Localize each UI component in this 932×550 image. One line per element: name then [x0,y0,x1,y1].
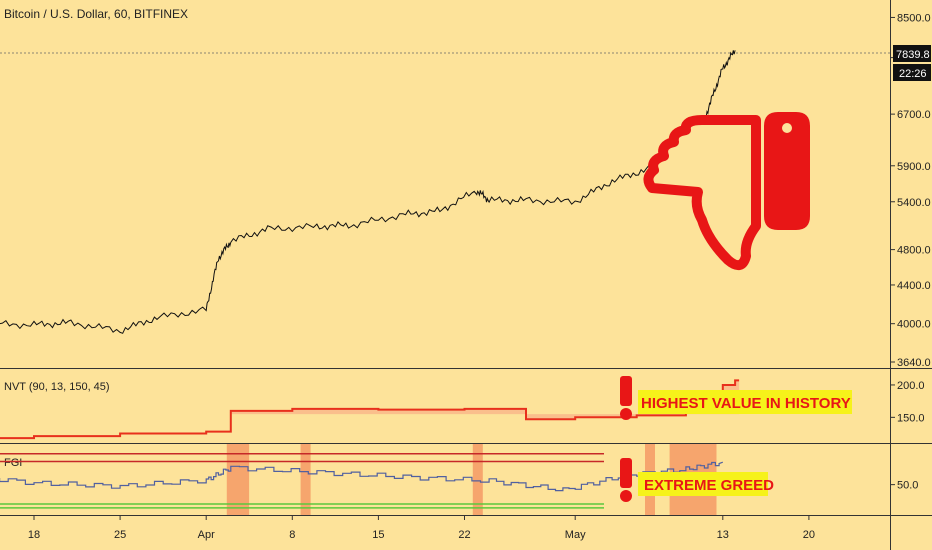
price-tick-label: 4800.0 [897,245,931,257]
nvt-tick-label: 150.0 [897,412,925,424]
time-axis-ticks: 1825Apr81522May1320Jun [28,515,815,541]
nvt-note-background [638,390,852,414]
exclamation-icon-nvt-dot [620,408,632,420]
nvt-axis-ticks: 150.0 200.0 [890,380,925,424]
time-tick-label: 25 [114,529,126,541]
fgi-line-series [0,461,723,492]
last-price-label: 7839.8 [896,49,930,61]
thumbs-down-icon [643,112,810,271]
countdown-label: 22:26 [899,68,927,80]
nvt-tick-label: 200.0 [897,380,925,392]
time-tick-label: 8 [289,529,295,541]
price-pane: 3640.0 4000.0 4400.0 4800.0 5400.0 5900.0 6700… [0,12,931,369]
price-tick-label: 6700.0 [897,109,931,121]
price-tick-label: 5900.0 [897,161,931,173]
fgi-axis-ticks: 50.0 [890,480,918,492]
fgi-annotation: EXTREME GREED [620,458,774,502]
countdown-box [893,64,931,81]
time-tick-label: 13 [717,529,729,541]
exclamation-icon-nvt-bar [620,376,632,406]
exclamation-icon-fgi-bar [620,458,632,488]
fgi-reference-lines [0,452,604,509]
fgi-note-text: EXTREME GREED [644,477,774,494]
price-tick-label: 4000.0 [897,319,931,331]
nvt-annotation: HIGHEST VALUE IN HISTORY [620,376,852,420]
fgi-title: FGI [4,457,22,469]
greed-band [300,444,311,515]
time-tick-label: 22 [458,529,470,541]
exclamation-icon-fgi-dot [620,490,632,502]
last-price-box [893,45,931,62]
time-tick-label: 15 [372,529,384,541]
time-tick-label: May [565,529,586,541]
time-tick-label: Apr [198,529,215,541]
price-tick-label: 5400.0 [897,197,931,209]
time-tick-label: 18 [28,529,40,541]
time-tick-label: 20 [803,529,815,541]
greed-band [472,444,483,515]
nvt-title: NVT (90, 13, 150, 45) [4,381,110,393]
price-tick-label: 3640.0 [897,357,931,369]
nvt-note-text: HIGHEST VALUE IN HISTORY [641,395,851,412]
price-tick-label: 4400.0 [897,280,931,292]
fgi-tick-label: 50.0 [897,480,918,492]
fgi-note-background [638,472,768,496]
price-tick-label: 8500.0 [897,12,931,24]
price-chart-title: Bitcoin / U.S. Dollar, 60, BITFINEX [4,7,188,21]
